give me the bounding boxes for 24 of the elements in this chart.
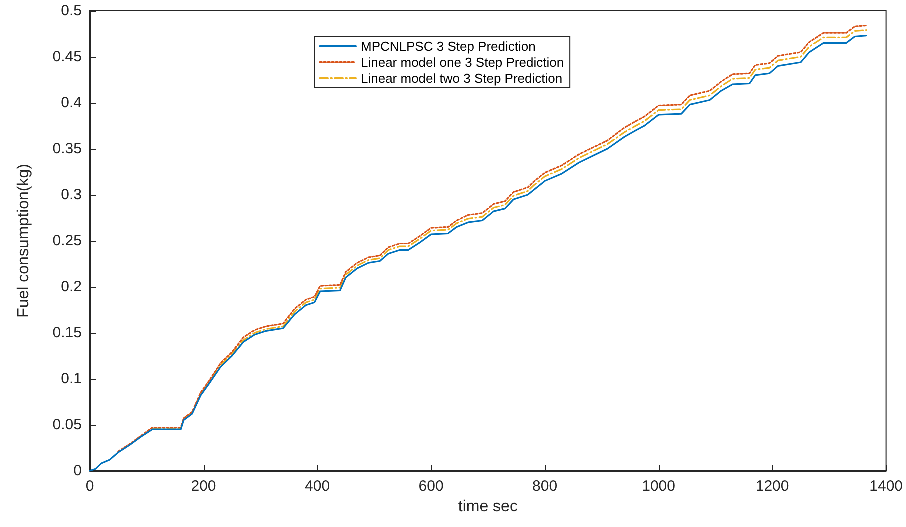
x-tick-label: 1000: [642, 478, 676, 495]
y-tick-label: 0.5: [61, 2, 82, 20]
y-axis-title: Fuel consumption(kg): [16, 164, 32, 318]
x-tick-label: 200: [191, 478, 216, 495]
y-tick-label: 0.3: [61, 186, 82, 204]
y-tick-label: 0.2: [61, 278, 82, 296]
x-axis-title: time sec: [458, 498, 518, 516]
x-tick-label: 0: [86, 478, 94, 495]
y-tick-label: 0.15: [52, 324, 82, 342]
x-tick-label: 800: [532, 478, 558, 495]
y-tick-label: 0.45: [52, 48, 82, 66]
x-tick-label: 600: [418, 478, 444, 495]
legend-label: Linear model one 3 Step Prediction: [361, 55, 564, 70]
x-tick-label: 400: [305, 478, 330, 495]
legend-label: MPCNLPSC 3 Step Prediction: [361, 39, 536, 54]
y-tick-label: 0.1: [61, 370, 82, 388]
y-tick-label: 0.4: [61, 94, 82, 112]
y-tick-label: 0.35: [52, 140, 82, 158]
x-tick-label: 1200: [756, 478, 790, 495]
legend-label: Linear model two 3 Step Prediction: [361, 71, 563, 86]
y-tick-label: 0.05: [52, 416, 82, 434]
y-tick-label: 0: [74, 462, 82, 480]
y-tick-label: 0.25: [52, 232, 82, 250]
x-tick-label: 1400: [870, 478, 904, 495]
